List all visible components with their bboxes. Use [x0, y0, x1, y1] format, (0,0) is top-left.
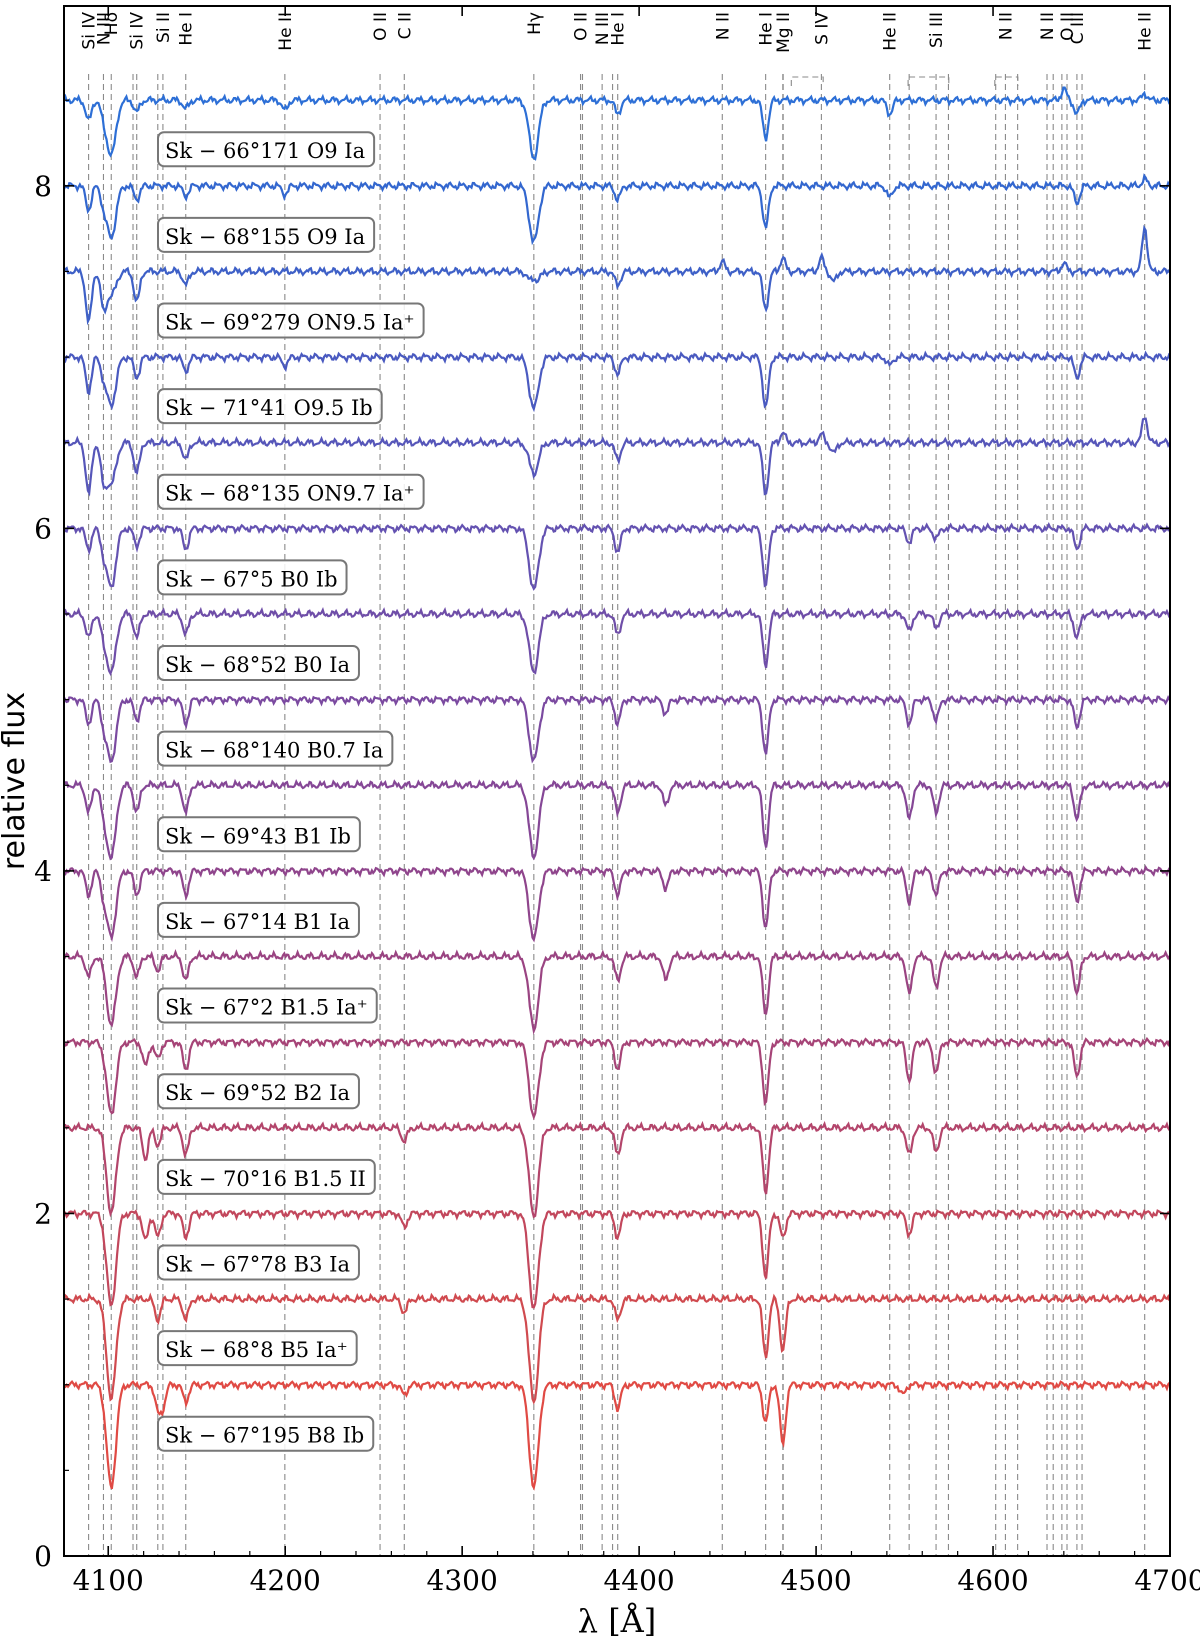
line-marker-label: Hδ — [102, 12, 122, 35]
x-axis-title: λ [Å] — [578, 1602, 657, 1640]
spectrum-line — [63, 864, 1171, 943]
star-label-box: Sk − 69°279 ON9.5 Ia⁺ — [157, 302, 425, 339]
star-label-box: Sk − 68°52 B0 Ia — [157, 645, 360, 682]
x-tick-label: 4700 — [1134, 1564, 1200, 1597]
star-label-box: Sk − 68°8 B5 Ia⁺ — [157, 1330, 358, 1367]
line-marker-label: Hγ — [525, 12, 545, 35]
star-label: Sk − 68°52 B0 Ia — [165, 653, 350, 677]
star-label-box: Sk − 68°135 ON9.7 Ia⁺ — [157, 473, 425, 510]
star-label-box: Sk − 66°171 O9 Ia — [157, 131, 376, 168]
line-marker-label: N III — [593, 12, 613, 45]
plot-frame — [63, 5, 1171, 1557]
star-label-box: Sk − 67°14 B1 Ia — [157, 901, 360, 938]
star-label-box: Sk − 67°5 B0 Ib — [157, 559, 348, 596]
star-label-box: Sk − 67°2 B1.5 Ia⁺ — [157, 987, 378, 1024]
star-label: Sk − 67°14 B1 Ia — [165, 910, 350, 934]
spectrum-line — [63, 350, 1171, 413]
line-marker-label: O II — [371, 12, 391, 41]
line-marker-label: Si IV — [80, 12, 100, 50]
x-tick-label: 4300 — [427, 1564, 498, 1597]
line-marker-label: O II — [572, 12, 592, 41]
star-label: Sk − 67°195 B8 Ib — [165, 1424, 364, 1448]
spectrum-line — [62, 173, 1171, 246]
y-tick-label: 8 — [34, 170, 52, 203]
line-marker-label: Si III — [927, 12, 947, 48]
axis-ticks: 4100 4200 4300 4400 4500 4600 4700 0 2 4 6 8 — [34, 6, 1200, 1597]
line-marker-label: He I — [609, 12, 629, 46]
spectrum-line — [62, 1292, 1171, 1405]
line-marker-label: N II — [713, 12, 733, 40]
spectrum-line — [63, 949, 1171, 1035]
star-label-box: Sk − 69°43 B1 Ib — [157, 816, 361, 853]
x-tick-label: 4400 — [603, 1564, 674, 1597]
star-label: Sk − 66°171 O9 Ia — [165, 139, 365, 163]
spectrum-line — [63, 224, 1171, 326]
line-marker-label: S IV — [812, 12, 832, 45]
bracket-group — [790, 76, 824, 86]
line-marker-label: N II — [996, 12, 1016, 40]
star-label: Sk − 68°135 ON9.7 Ia⁺ — [165, 482, 415, 506]
star-label: Sk − 70°16 B1.5 II — [165, 1167, 366, 1191]
line-marker-label: He II — [1136, 12, 1156, 51]
spectrum-line — [63, 1380, 1171, 1491]
spectrum-line — [62, 694, 1171, 764]
star-label-box: Sk − 68°140 B0.7 Ia — [157, 730, 394, 767]
star-label: Sk − 67°78 B3 Ia — [165, 1252, 350, 1276]
spectrum-line — [62, 1036, 1171, 1121]
star-label-box: Sk − 70°16 B1.5 II — [157, 1158, 376, 1195]
line-marker-label: O II — [1058, 12, 1078, 41]
star-label: Sk − 67°5 B0 Ib — [165, 567, 338, 591]
x-tick-label: 4100 — [73, 1564, 144, 1597]
line-marker-label: C III — [1068, 12, 1088, 44]
spectra-series — [62, 86, 1171, 1491]
line-marker-label: Si II — [154, 12, 174, 43]
line-marker-label: N II — [1038, 12, 1058, 40]
x-tick-label: 4200 — [250, 1564, 321, 1597]
spectrum-line — [63, 1208, 1171, 1309]
line-marker-label: He I — [757, 12, 777, 46]
line-marker-label: C II — [395, 12, 415, 39]
star-labels: Sk − 66°171 O9 Ia Sk − 68°155 O9 Ia Sk − 6… — [157, 131, 425, 1452]
bracket-group — [994, 76, 1019, 86]
star-label: Sk − 68°8 B5 Ia⁺ — [165, 1338, 348, 1362]
star-label: Sk − 71°41 O9.5 Ib — [165, 396, 373, 420]
x-tick-label: 4600 — [957, 1564, 1028, 1597]
y-tick-label: 0 — [34, 1540, 52, 1573]
star-label: Sk − 69°52 B2 Ia — [165, 1081, 350, 1105]
star-label-box: Sk − 67°195 B8 Ib — [157, 1415, 375, 1452]
star-label: Sk − 68°140 B0.7 Ia — [165, 739, 383, 763]
star-label: Sk − 67°2 B1.5 Ia⁺ — [165, 996, 368, 1020]
spectrum-line — [62, 522, 1171, 591]
star-label-box: Sk − 69°52 B2 Ia — [157, 1073, 360, 1110]
star-label-box: Sk − 71°41 O9.5 Ib — [157, 388, 383, 425]
y-tick-label: 4 — [34, 855, 52, 888]
line-marker-label: N III — [94, 12, 114, 45]
star-label: Sk − 69°279 ON9.5 Ia⁺ — [165, 310, 415, 334]
y-tick-label: 2 — [34, 1197, 52, 1230]
star-label-box: Sk − 67°78 B3 Ia — [157, 1244, 360, 1281]
x-tick-label: 4500 — [780, 1564, 851, 1597]
spectrum-line — [63, 1120, 1171, 1219]
spectrum-line — [62, 417, 1171, 497]
line-marker-label: He II — [276, 12, 296, 51]
spectrum-line — [63, 606, 1171, 677]
y-tick-label: 6 — [34, 512, 52, 545]
spectrum-line — [63, 86, 1171, 161]
bracket-group — [907, 76, 950, 86]
line-marker-label: He I — [177, 12, 197, 46]
star-label-box: Sk − 68°155 O9 Ia — [157, 216, 376, 253]
spectrum-line — [62, 778, 1171, 861]
line-marker-label: Si IV — [128, 12, 148, 50]
star-label: Sk − 68°155 O9 Ia — [165, 225, 365, 249]
y-axis-title: relative flux — [0, 692, 32, 870]
star-label: Sk − 69°43 B1 Ib — [165, 824, 351, 848]
line-marker-label: Mg II — [774, 12, 794, 53]
line-marker-label: He II — [881, 12, 901, 51]
